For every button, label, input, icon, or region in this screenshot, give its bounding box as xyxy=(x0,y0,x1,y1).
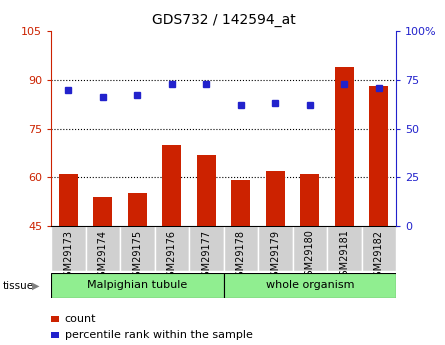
Text: GSM29179: GSM29179 xyxy=(271,229,280,283)
Bar xyxy=(128,194,147,226)
Text: GSM29178: GSM29178 xyxy=(236,229,246,283)
Bar xyxy=(224,226,258,271)
Bar xyxy=(51,226,85,271)
Text: percentile rank within the sample: percentile rank within the sample xyxy=(65,331,252,340)
Bar xyxy=(59,174,78,226)
Text: Malpighian tubule: Malpighian tubule xyxy=(87,280,187,290)
Text: GSM29182: GSM29182 xyxy=(374,229,384,283)
Bar xyxy=(162,145,182,226)
Bar xyxy=(189,226,224,271)
Text: GSM29173: GSM29173 xyxy=(64,229,73,283)
Bar xyxy=(369,86,388,226)
Text: count: count xyxy=(65,314,96,324)
Bar xyxy=(120,226,155,271)
Bar xyxy=(258,226,293,271)
Text: GSM29175: GSM29175 xyxy=(133,229,142,283)
Bar xyxy=(155,226,189,271)
Bar xyxy=(300,174,320,226)
Bar xyxy=(93,197,113,226)
Text: GSM29177: GSM29177 xyxy=(202,229,211,283)
Text: whole organism: whole organism xyxy=(266,280,354,290)
Text: GSM29180: GSM29180 xyxy=(305,229,315,283)
Bar xyxy=(293,226,327,271)
Bar xyxy=(51,273,224,298)
Text: GSM29181: GSM29181 xyxy=(340,229,349,283)
Bar xyxy=(362,226,396,271)
Bar xyxy=(327,226,362,271)
Title: GDS732 / 142594_at: GDS732 / 142594_at xyxy=(152,13,295,27)
Bar xyxy=(335,67,354,226)
Text: GSM29176: GSM29176 xyxy=(167,229,177,283)
Text: tissue: tissue xyxy=(2,281,33,290)
Bar xyxy=(86,226,120,271)
Bar xyxy=(224,273,396,298)
Bar xyxy=(266,171,285,226)
Text: ▶: ▶ xyxy=(32,281,40,290)
Text: GSM29174: GSM29174 xyxy=(98,229,108,283)
Bar xyxy=(231,180,251,226)
Bar xyxy=(197,155,216,226)
